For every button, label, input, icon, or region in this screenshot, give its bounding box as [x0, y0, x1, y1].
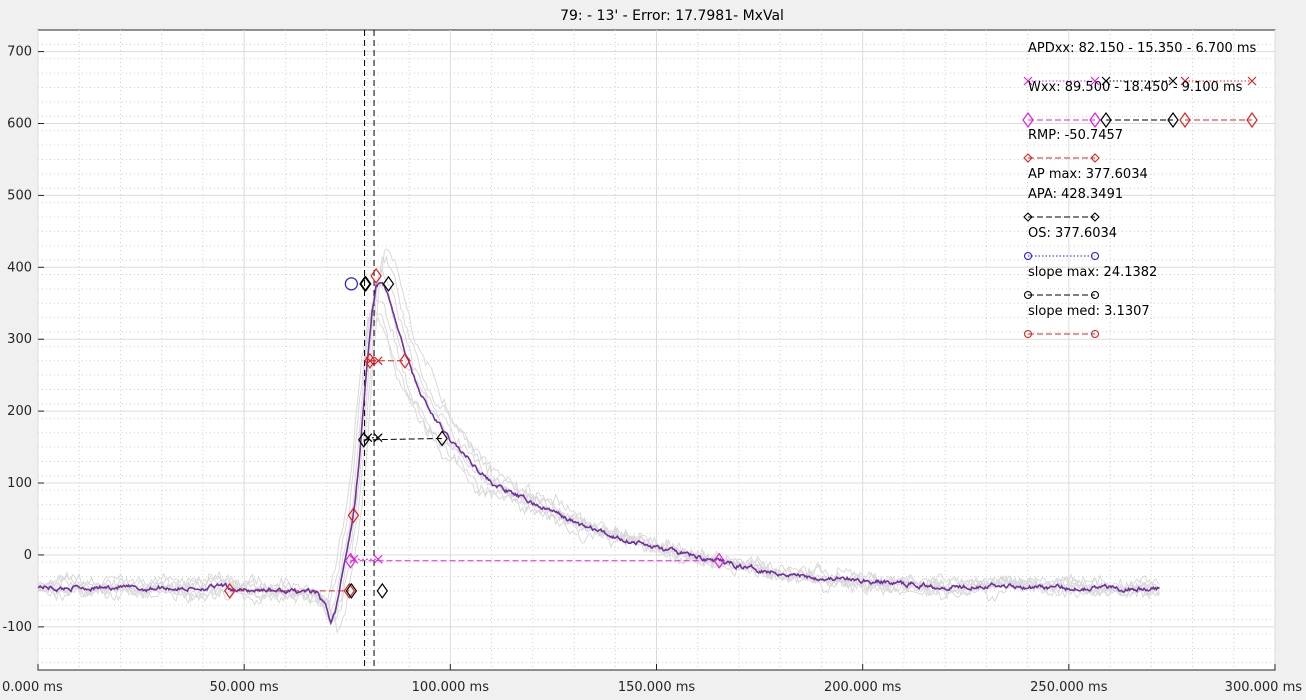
legend-marker: [1100, 111, 1112, 129]
x-tick-label: 50.000 ms: [210, 680, 279, 695]
marker-diamond: [399, 352, 411, 369]
marker-diamond: [344, 552, 357, 569]
y-tick-label: 200: [7, 404, 32, 419]
marker-diamond: [345, 582, 358, 599]
legend-marker: [1167, 111, 1179, 129]
y-tick-label: -100: [2, 620, 32, 635]
legend-label: RMP: -50.7457: [1028, 128, 1123, 143]
x-tick-label: 100.000 ms: [412, 680, 490, 695]
x-tick-label: 300.000 ms: [1225, 680, 1303, 695]
legend-marker: [1023, 153, 1033, 163]
legend-label: OS: 377.6034: [1028, 226, 1117, 241]
y-tick-label: 600: [7, 116, 32, 131]
legend-marker: [1023, 76, 1033, 86]
marker-circle: [344, 277, 358, 291]
legend-marker: [1090, 76, 1100, 86]
background-trace-line: [37, 248, 1160, 634]
marker-diamond: [360, 275, 372, 292]
x-tick-label: 250.000 ms: [1030, 680, 1108, 695]
legend-label: APDxx: 82.150 - 15.350 - 6.700 ms: [1028, 41, 1257, 56]
marker-diamond: [376, 582, 389, 599]
legend-marker: [1089, 111, 1101, 129]
legend-marker: [1101, 76, 1111, 86]
marker-diamond: [359, 275, 371, 292]
legend-marker: [1246, 111, 1258, 129]
major-grid: [37, 30, 1276, 670]
chart-title: 79: - 13' - Error: 17.7981- MxVal: [560, 8, 784, 24]
legend-marker: [1180, 76, 1190, 86]
legend-label: slope max: 24.1382: [1028, 265, 1157, 280]
y-tick-label: 100: [7, 476, 32, 491]
marker-diamond: [358, 431, 370, 448]
minor-grid: [38, 30, 1275, 670]
legend: APDxx: 82.150 - 15.350 - 6.700 ms Wxx: 89…: [1022, 41, 1258, 339]
marker-diamond: [382, 275, 395, 292]
marker-diamond: [347, 507, 360, 524]
marker-diamond: [436, 430, 448, 447]
mean-trace-line: [37, 281, 1160, 626]
marker-x: [373, 433, 383, 443]
legend-marker: [1179, 111, 1191, 129]
marker-diamond: [364, 352, 376, 369]
marker-x: [373, 356, 383, 366]
legend-marker: [1247, 76, 1257, 86]
x-tick-label: 150.000 ms: [618, 680, 696, 695]
legend-label: slope med: 3.1307: [1028, 304, 1150, 319]
marker-diamond: [343, 582, 356, 599]
legend-marker: [1023, 212, 1033, 222]
y-tick-label: 700: [7, 45, 32, 60]
y-tick-label: 300: [7, 332, 32, 347]
legend-label: AP max: 377.6034: [1028, 167, 1148, 182]
y-tick-label: 400: [7, 260, 32, 275]
vertical-markers: [364, 30, 375, 670]
legend-label: Wxx: 89.500 - 18.450 - 9.100 ms: [1028, 80, 1243, 95]
markers: [223, 267, 725, 599]
marker-diamond: [223, 582, 236, 599]
y-tick-label: 0: [24, 548, 32, 563]
y-tick-label: 500: [7, 188, 32, 203]
marker-x: [373, 554, 383, 564]
legend-marker: [1022, 111, 1034, 129]
legend-marker: [1090, 153, 1100, 163]
legend-marker: [1090, 212, 1100, 222]
background-trace-line: [37, 267, 1160, 623]
marker-diamond: [370, 267, 382, 284]
legend-marker: [1090, 290, 1100, 300]
legend-marker: [1090, 251, 1100, 261]
legend-marker: [1168, 76, 1178, 86]
legend-marker: [1023, 290, 1033, 300]
x-tick-label: 0.000 ms: [2, 680, 63, 695]
legend-marker: [1023, 251, 1033, 261]
x-axis-ticks: 0.000 ms 50.000 ms 100.000 ms 150.000 ms 200…: [2, 664, 1302, 695]
x-tick-label: 200.000 ms: [824, 680, 902, 695]
legend-label: APA: 428.3491: [1028, 187, 1123, 202]
marker-diamond: [713, 552, 725, 569]
legend-marker: [1023, 329, 1033, 339]
legend-marker: [1090, 329, 1100, 339]
y-axis-ticks: -100 0 100 200 300 400 500 600 700: [2, 45, 44, 635]
